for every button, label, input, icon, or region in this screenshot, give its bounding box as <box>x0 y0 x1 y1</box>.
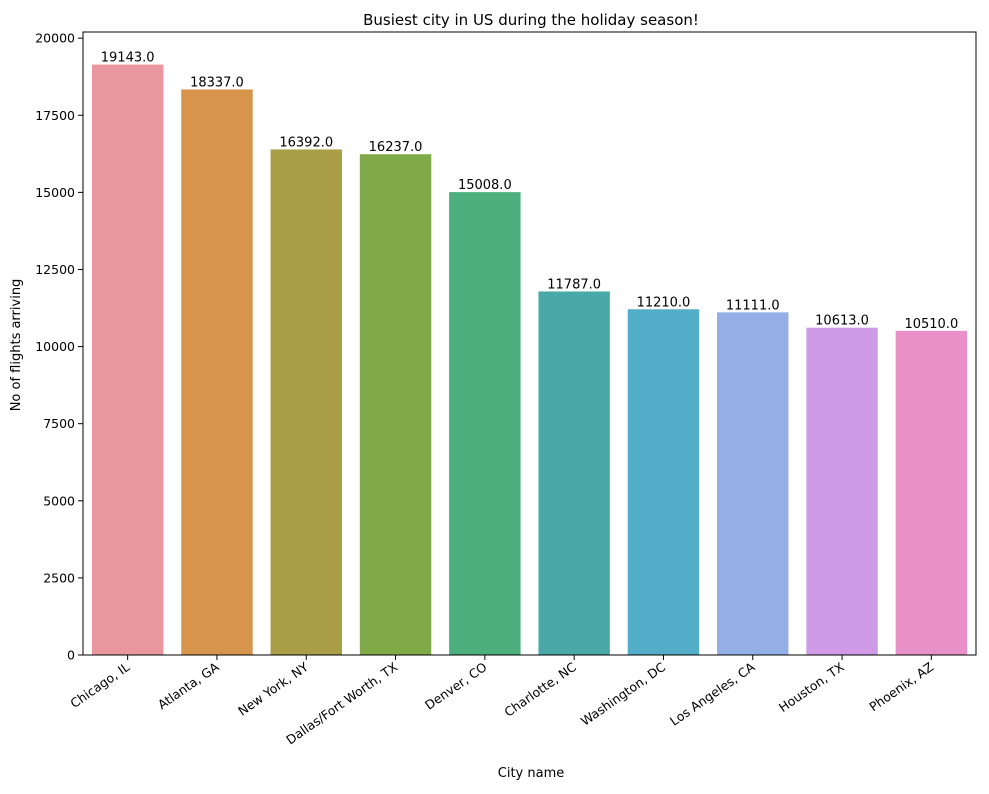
x-tick-label-6: Washington, DC <box>578 659 669 729</box>
bar-1 <box>181 89 253 655</box>
y-tick-label-0: 0 <box>67 648 75 663</box>
data-label-9: 10510.0 <box>904 317 958 332</box>
y-tick-label-5: 12500 <box>35 262 75 277</box>
x-tick-label-4: Denver, CO <box>422 659 490 713</box>
y-axis-label: No of flights arriving <box>9 279 24 412</box>
x-tick-label-5: Charlotte, NC <box>501 659 579 720</box>
bar-9 <box>895 330 968 655</box>
data-label-4: 15008.0 <box>458 178 512 193</box>
data-label-0: 19143.0 <box>101 51 155 66</box>
x-tick-label-1: Atlanta, GA <box>155 659 222 712</box>
bar-6 <box>627 309 700 655</box>
data-label-2: 16392.0 <box>279 135 333 150</box>
data-label-3: 16237.0 <box>369 140 423 155</box>
data-label-7: 11111.0 <box>726 298 780 313</box>
data-label-1: 18337.0 <box>190 75 244 90</box>
y-tick-label-6: 15000 <box>35 185 75 200</box>
bar-7 <box>717 312 789 655</box>
bar-0 <box>91 64 164 656</box>
chart-title: Busiest city in US during the holiday se… <box>363 11 699 29</box>
y-tick-label-8: 20000 <box>35 31 75 46</box>
x-axis: Chicago, IL Atlanta, GA New York, NYDallas… <box>67 655 936 747</box>
x-tick-label-7: Los Angeles, CA <box>667 659 758 729</box>
y-tick-label-3: 7500 <box>43 416 75 431</box>
plot-frame <box>82 31 977 656</box>
y-tick-label-4: 10000 <box>35 339 75 354</box>
x-axis-label: City name <box>498 766 564 781</box>
x-tick-label-2: New York, NY <box>235 659 311 719</box>
y-axis: 0 2500 5000 7500 10000 12500 15000 17500 20000 <box>35 31 83 663</box>
bars-layer <box>91 64 968 656</box>
y-tick-label-1: 2500 <box>43 570 75 585</box>
bar-4 <box>449 192 521 655</box>
x-tick-label-8: Houston, TX <box>776 659 847 715</box>
bar-3 <box>359 154 432 655</box>
bar-2 <box>270 149 342 655</box>
data-label-8: 10613.0 <box>815 314 869 329</box>
x-tick-label-9: Phoenix, AZ <box>866 659 936 714</box>
bar-8 <box>806 327 878 655</box>
y-tick-label-2: 5000 <box>43 493 75 508</box>
data-label-5: 11787.0 <box>547 277 601 292</box>
y-tick-label-7: 17500 <box>35 108 75 123</box>
bar-5 <box>538 291 610 655</box>
x-tick-label-0: Chicago, IL <box>67 659 132 711</box>
data-label-6: 11210.0 <box>637 295 691 310</box>
data-labels-layer: 19143.0 18337.0 16392.0 16237.0 15008.0 11787… <box>101 51 958 332</box>
